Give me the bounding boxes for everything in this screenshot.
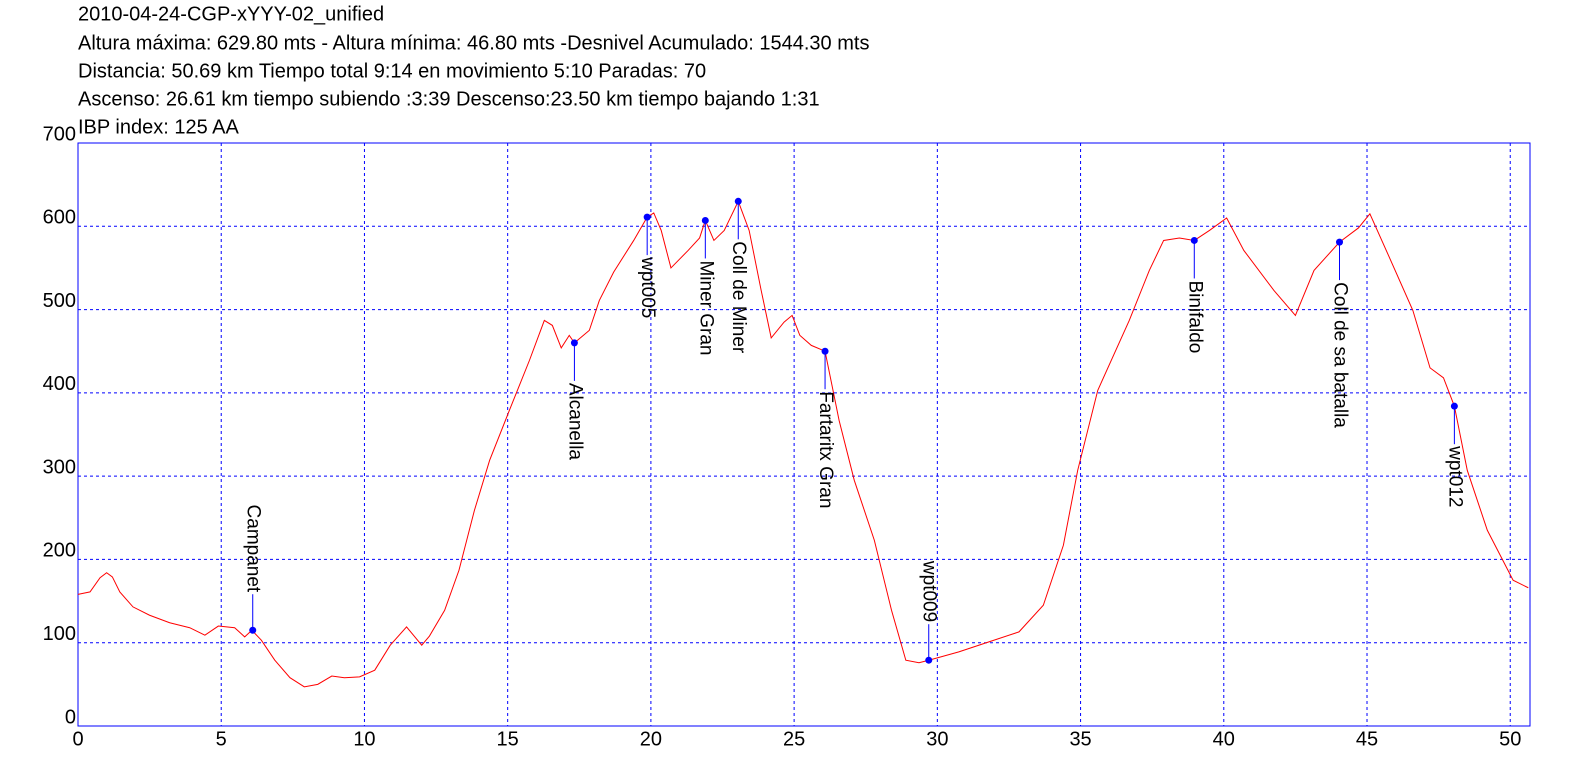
x-tick-label: 35 [1069,728,1091,750]
waypoint-label: wpt005 [637,256,658,318]
waypoint-label: Alcanella [564,383,585,461]
waypoint [821,347,829,355]
waypoint [643,213,651,221]
waypoint [1190,236,1198,244]
y-tick-label: 700 [43,123,76,145]
chart-subtitle: Ascenso: 26.61 km tiempo subiendo :3:39 … [78,88,820,110]
y-tick-label: 100 [43,623,76,645]
waypoint-label: Miner Gran [695,260,716,355]
x-tick-label: 10 [353,728,375,750]
waypoint [1450,402,1458,410]
waypoint-label: Coll de sa batalla [1329,282,1350,428]
x-tick-label: 40 [1213,728,1235,750]
x-tick-label: 0 [72,728,83,750]
plot-border [77,142,1531,727]
waypoint-label: Fartaritx Gran [815,391,836,508]
chart-title: 2010-04-24-CGP-xYYY-02_unified [78,3,384,25]
y-tick-label: 400 [43,373,76,395]
waypoint [734,197,742,205]
waypoint-label: Binifaldo [1184,280,1205,353]
y-tick-label: 300 [43,456,76,478]
x-tick-label: 20 [640,728,662,750]
y-tick-label: 200 [43,540,76,562]
elevation-line [77,200,1529,688]
x-tick-label: 30 [926,728,948,750]
waypoint [570,339,578,347]
y-tick-label: 600 [43,207,76,229]
y-tick-label: 0 [65,706,76,728]
waypoint-label: Campanet [243,505,264,593]
waypoint [701,216,709,224]
chart-subtitle: Distancia: 50.69 km Tiempo total 9:14 en… [78,60,706,82]
waypoint-label: Coll de Miner [728,241,749,354]
x-tick-label: 45 [1356,728,1378,750]
y-tick-label: 500 [43,290,76,312]
chart-subtitle: Altura máxima: 629.80 mts - Altura mínim… [78,32,869,54]
x-tick-label: 50 [1499,728,1521,750]
waypoint-label: wpt009 [919,560,940,622]
chart-subtitle: IBP index: 125 AA [78,116,240,138]
waypoint [1336,238,1344,246]
waypoint [249,626,257,634]
waypoint-label: wpt012 [1444,445,1465,507]
x-tick-label: 25 [783,728,805,750]
x-tick-label: 15 [497,728,519,750]
waypoint [925,656,933,664]
x-tick-label: 5 [216,728,227,750]
